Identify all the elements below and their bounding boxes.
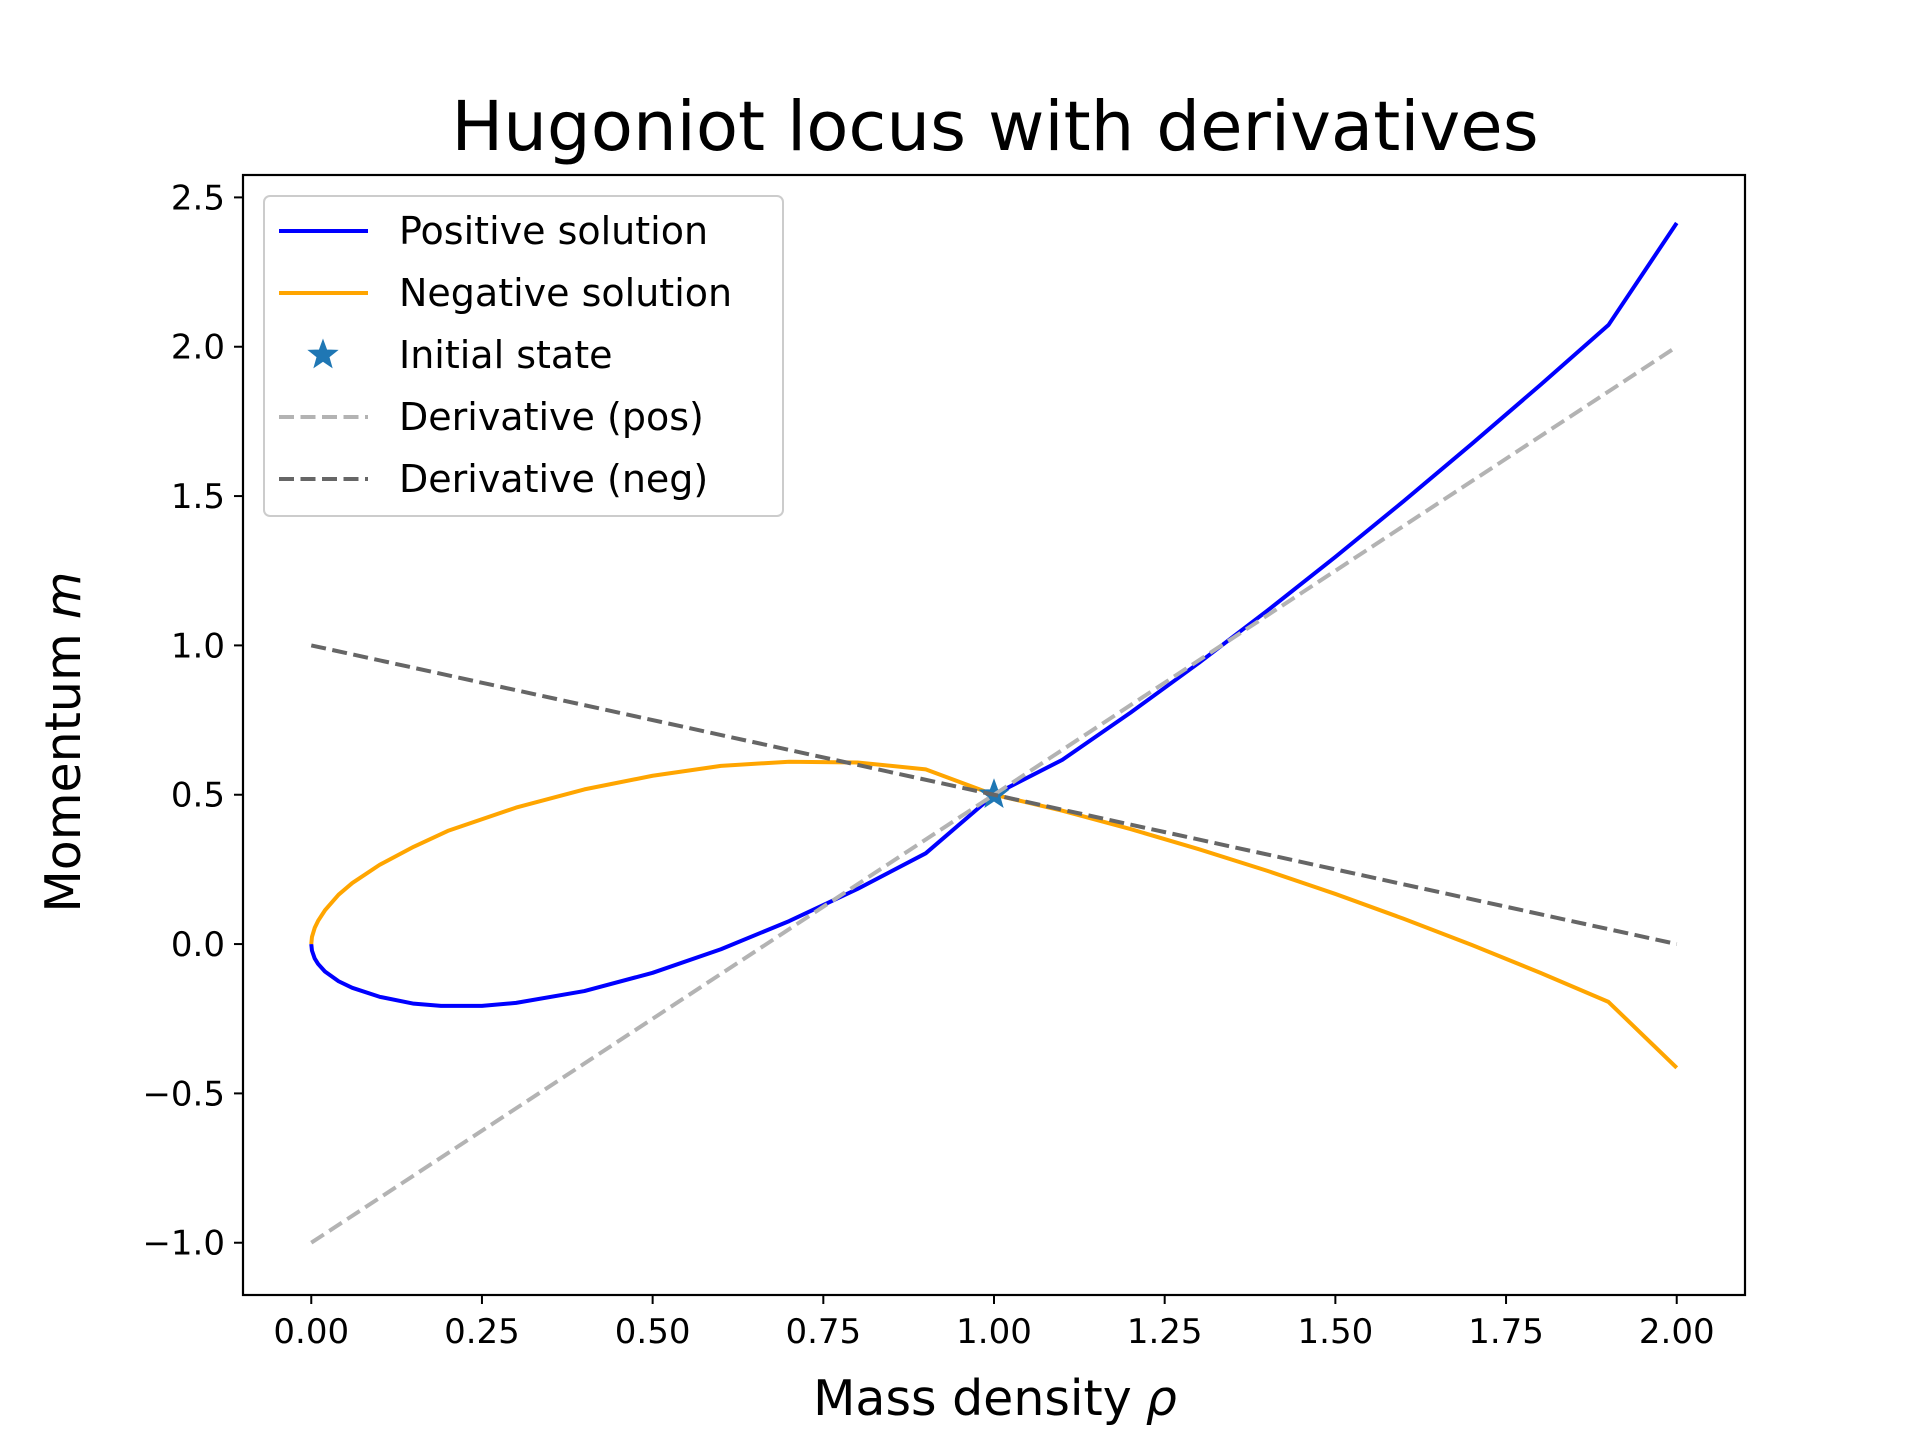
y-tick-label: 1.5	[171, 477, 225, 517]
x-tick-label: 0.50	[615, 1312, 691, 1352]
x-tick-label: 0.75	[785, 1312, 861, 1352]
y-axis-ticks: −1.0 −0.5 0.0 0.5 1.0 1.5 2.0 2.5	[142, 178, 243, 1264]
y-axis-label-text: Momentum	[35, 633, 92, 912]
x-tick-label: 0.25	[444, 1312, 520, 1352]
x-tick-label: 1.25	[1127, 1312, 1203, 1352]
legend: Positive solution Negative solution Initia…	[263, 195, 784, 517]
x-tick-label: 1.00	[956, 1312, 1032, 1352]
plot-area	[309, 221, 1679, 1245]
series-line-negative-solution	[309, 759, 1679, 1070]
y-tick-label: 2.0	[171, 328, 225, 368]
y-tick-label: 1.0	[171, 626, 225, 666]
legend-label-initial-state: Initial state	[399, 333, 613, 377]
y-axis-label-symbol: m	[35, 572, 92, 620]
x-tick-label: 2.00	[1639, 1312, 1715, 1352]
legend-box	[263, 195, 784, 517]
legend-swatch-initial-state	[307, 338, 339, 369]
series-line-positive-solution	[309, 221, 1679, 1008]
y-tick-label: 0.0	[171, 925, 225, 965]
legend-label-derivative-neg: Derivative (neg)	[399, 457, 708, 501]
legend-label-negative-solution: Negative solution	[399, 271, 732, 315]
series-line-derivative-pos	[310, 345, 1678, 1245]
x-axis-label-text: Mass density	[813, 1370, 1132, 1427]
x-axis-label: Mass density ρ	[813, 1370, 1177, 1427]
legend-label-positive-solution: Positive solution	[399, 209, 708, 253]
series-line-derivative-neg	[310, 643, 1678, 947]
y-tick-label: 0.5	[171, 776, 225, 816]
x-axis-label-symbol: ρ	[1146, 1370, 1177, 1427]
y-tick-label: −1.0	[142, 1224, 225, 1264]
chart-title: Hugoniot locus with derivatives	[451, 87, 1538, 167]
x-tick-label: 1.50	[1298, 1312, 1374, 1352]
y-tick-label: −0.5	[142, 1074, 225, 1114]
x-axis-ticks: 0.00 0.25 0.50 0.75 1.00 1.25 1.50 1.75 2.00	[273, 1295, 1715, 1352]
x-tick-label: 1.75	[1468, 1312, 1544, 1352]
x-tick-label: 0.00	[273, 1312, 349, 1352]
legend-label-derivative-pos: Derivative (pos)	[399, 395, 704, 439]
y-tick-label: 2.5	[171, 178, 225, 218]
y-axis-label: Momentum m	[35, 572, 92, 913]
